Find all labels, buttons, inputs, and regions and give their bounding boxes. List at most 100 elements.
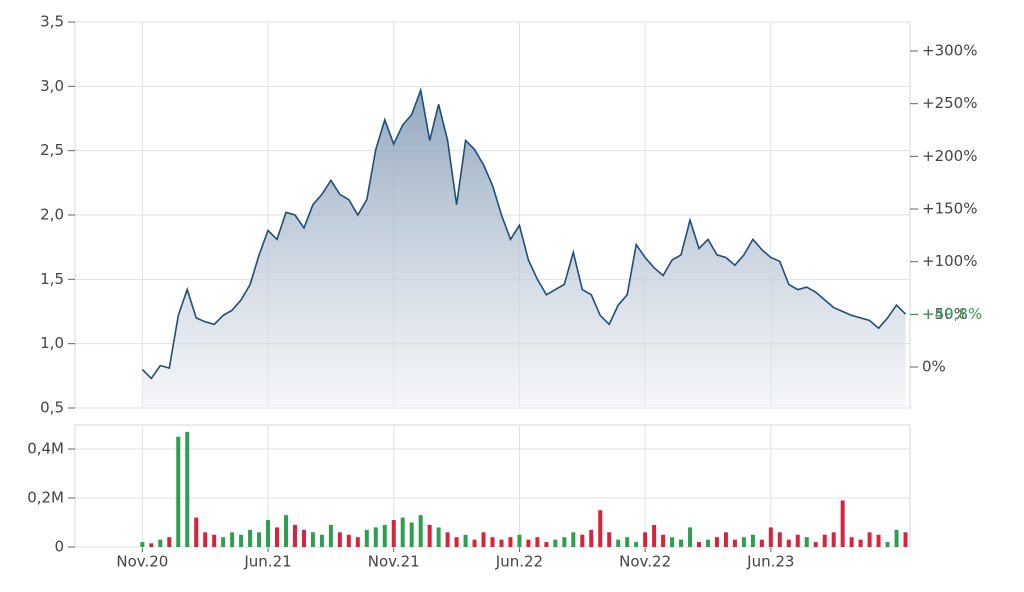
volume-bar: [203, 532, 208, 547]
y2-tick-label: +300%: [922, 42, 977, 60]
y2-tick-label: +150%: [922, 200, 977, 218]
volume-bar: [221, 537, 226, 547]
volume-bar: [822, 534, 827, 547]
volume-bar: [427, 524, 432, 547]
x-tick-label: Nov.22: [619, 553, 671, 571]
volume-bar: [831, 532, 836, 547]
volume-bar: [741, 537, 746, 547]
volume-bar: [283, 515, 288, 547]
y2-tick-label: +50%: [922, 305, 968, 323]
volume-bar: [670, 537, 675, 547]
volume-bar: [292, 524, 297, 547]
volume-bar: [364, 529, 369, 547]
volume-bar: [499, 539, 504, 547]
x-tick-label: Jun.22: [495, 553, 543, 571]
volume-bar: [903, 532, 908, 547]
volume-bar: [337, 532, 342, 547]
y2-tick-label: 0%: [922, 358, 946, 376]
volume-bar: [257, 532, 262, 547]
volume-bar: [723, 532, 728, 547]
volume-bar: [463, 534, 468, 547]
volume-bar: [230, 532, 235, 547]
volume-bar: [750, 534, 755, 547]
volume-bar: [876, 534, 881, 547]
volume-bar: [526, 539, 531, 547]
volume-bar: [598, 510, 603, 547]
volume-bar: [643, 532, 648, 547]
volume-bar: [867, 532, 872, 547]
volume-bar: [562, 537, 567, 547]
volume-bar: [266, 520, 271, 547]
volume-bar: [167, 537, 172, 547]
volume-bar: [786, 539, 791, 547]
volume-bar: [328, 524, 333, 547]
y-tick-label: 0,2M: [27, 489, 64, 507]
y-tick-label: 2,5: [40, 141, 64, 159]
volume-bar: [490, 537, 495, 547]
y2-tick-label: +250%: [922, 94, 977, 112]
volume-bar: [688, 527, 693, 547]
volume-bar: [813, 542, 818, 547]
volume-bar: [454, 537, 459, 547]
volume-bar: [580, 534, 585, 547]
volume-bar: [194, 517, 199, 547]
volume-bar: [616, 539, 621, 547]
volume-bar: [661, 534, 666, 547]
volume-bar: [714, 537, 719, 547]
volume-bar: [858, 539, 863, 547]
volume-bar: [481, 532, 486, 547]
y-tick-label: 1,0: [40, 334, 64, 352]
volume-bar: [140, 542, 145, 547]
volume-bar: [679, 539, 684, 547]
volume-bar: [445, 532, 450, 547]
y2-tick-label: +100%: [922, 252, 977, 270]
y-tick-label: 0,5: [40, 399, 64, 417]
volume-bar: [544, 542, 549, 547]
y-tick-label: 2,0: [40, 206, 64, 224]
y-tick-label: 0,4M: [27, 440, 64, 458]
y2-tick-label: +200%: [922, 147, 977, 165]
volume-bar: [840, 500, 845, 547]
volume-bar: [391, 520, 396, 547]
volume-bar: [382, 524, 387, 547]
volume-bar: [777, 532, 782, 547]
volume-frame: [74, 424, 911, 548]
volume-bar: [795, 534, 800, 547]
volume-bar: [508, 537, 513, 547]
volume-bar: [768, 527, 773, 547]
volume-bar: [894, 529, 899, 547]
volume-bar: [275, 527, 280, 547]
volume-bar: [319, 534, 324, 547]
volume-bar: [346, 534, 351, 547]
volume-bar: [472, 539, 477, 547]
volume-bar: [759, 539, 764, 547]
volume-bar: [149, 543, 154, 547]
volume-bar: [418, 515, 423, 547]
volume-bar: [849, 537, 854, 547]
volume-bar: [571, 532, 576, 547]
volume-bar: [634, 542, 639, 547]
volume-bar: [804, 537, 809, 547]
x-tick-label: Jun.21: [243, 553, 291, 571]
x-tick-label: Nov.20: [116, 553, 168, 571]
x-tick-label: Nov.21: [368, 553, 420, 571]
y-tick-label: 3,5: [40, 13, 64, 31]
y-tick-label: 1,5: [40, 270, 64, 288]
volume-bar: [553, 539, 558, 547]
y-tick-label: 0: [54, 538, 64, 556]
volume-bar: [185, 431, 190, 547]
volume-bar: [176, 436, 181, 547]
volume-bar: [301, 529, 306, 547]
volume-bar: [436, 527, 441, 547]
volume-bar: [652, 524, 657, 547]
volume-bar: [732, 539, 737, 547]
volume-bar: [373, 527, 378, 547]
volume-bar: [625, 537, 630, 547]
volume-bar: [355, 537, 360, 547]
volume-bar: [310, 532, 315, 547]
volume-bar: [248, 529, 253, 547]
volume-bar: [607, 532, 612, 547]
x-tick-label: Jun.23: [746, 553, 794, 571]
volume-bar: [400, 517, 405, 547]
